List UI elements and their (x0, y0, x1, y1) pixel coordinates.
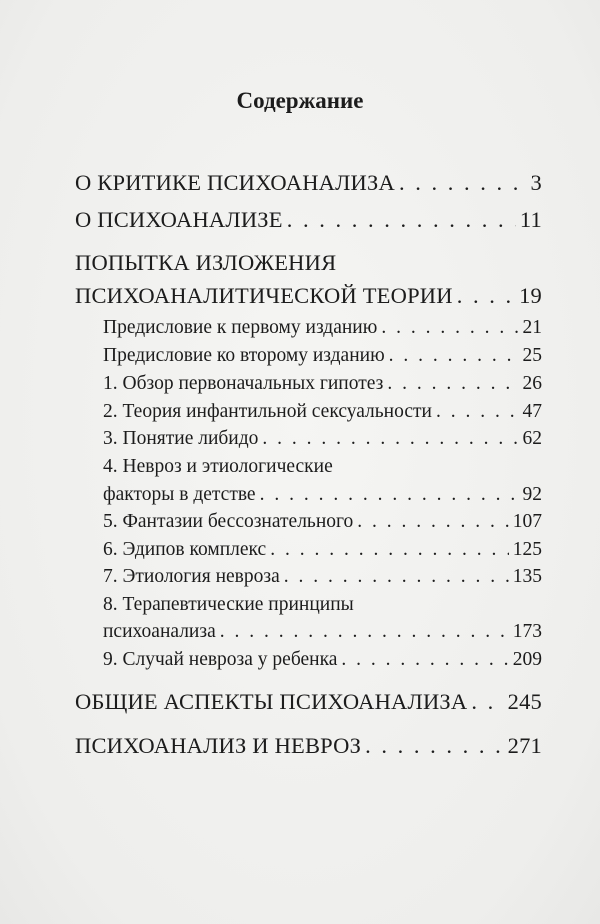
toc-entry[interactable]: 9. Случай невроза у ребенка 209 (103, 648, 542, 672)
toc-entry[interactable]: ПСИХОАНАЛИТИЧЕСКОЙ ТЕОРИИ 19 (75, 282, 542, 310)
toc-entry[interactable]: 3. Понятие либидо 62 (103, 427, 542, 451)
entry-title: 9. Случай невроза у ребенка (103, 649, 338, 670)
page-number: 125 (512, 539, 542, 560)
toc-entry-line[interactable]: 8. Терапевтические принципы (103, 593, 542, 617)
entry-title: ПСИХОАНАЛИЗ И НЕВРОЗ (75, 733, 362, 758)
entry-title: 1. Обзор первоначальных гипотез (103, 373, 384, 394)
page-number: 47 (522, 401, 543, 422)
dot-leader (262, 427, 518, 451)
dot-leader (399, 169, 527, 197)
entry-title: ПОПЫТКА ИЗЛОЖЕНИЯ (75, 250, 337, 275)
page-number: 271 (507, 733, 542, 758)
toc-entry-line[interactable]: ПОПЫТКА ИЗЛОЖЕНИЯ (75, 249, 542, 277)
dot-leader (220, 620, 509, 644)
entry-title: 8. Терапевтические принципы (103, 594, 354, 615)
dot-leader (471, 688, 503, 716)
dot-leader (436, 400, 519, 424)
page-number: 3 (530, 170, 542, 195)
entry-title: факторы в детстве (103, 484, 256, 505)
toc-entry[interactable]: 5. Фантазии бессознательного 107 (103, 510, 542, 534)
dot-leader (457, 282, 515, 310)
page-number: 209 (512, 649, 542, 670)
page-number: 173 (512, 621, 542, 642)
entry-title: психоанализа (103, 621, 216, 642)
entry-title: 4. Невроз и этиологические (103, 456, 333, 477)
entry-title: 6. Эдипов комплекс (103, 539, 267, 560)
entry-title: Предисловие ко второму изданию (103, 345, 385, 366)
dot-leader (381, 316, 518, 340)
entry-title: Предисловие к первому изданию (103, 317, 378, 338)
dot-leader (389, 344, 519, 368)
toc-entry[interactable]: 6. Эдипов комплекс 125 (103, 538, 542, 562)
toc-entry[interactable]: Предисловие ко второму изданию 25 (103, 344, 542, 368)
page-number: 11 (519, 207, 542, 232)
page-number: 92 (522, 484, 543, 505)
toc-entry-line[interactable]: 4. Невроз и этиологические (103, 455, 542, 479)
page-title: Содержание (236, 88, 364, 113)
entry-title: О КРИТИКЕ ПСИХОАНАЛИЗА (75, 170, 395, 195)
entry-title: 2. Теория инфантильной сексуальности (103, 401, 432, 422)
dot-leader (287, 206, 516, 234)
page-number: 135 (512, 566, 542, 587)
entry-title: 3. Понятие либидо (103, 428, 259, 449)
dot-leader (387, 372, 518, 396)
toc-entry[interactable]: психоанализа 173 (103, 620, 542, 644)
entry-title: ПСИХОАНАЛИТИЧЕСКОЙ ТЕОРИИ (75, 283, 453, 308)
page-number: 26 (522, 373, 543, 394)
page-number: 25 (522, 345, 543, 366)
toc-entry[interactable]: Предисловие к первому изданию 21 (103, 316, 542, 340)
toc-entry[interactable]: ОБЩИЕ АСПЕКТЫ ПСИХОАНАЛИЗА 245 (75, 688, 542, 716)
entry-title: 7. Этиология невроза (103, 566, 280, 587)
page-number: 62 (522, 428, 543, 449)
dot-leader (260, 483, 519, 507)
dot-leader (284, 565, 509, 589)
page-number: 19 (519, 283, 542, 308)
dot-leader (270, 538, 509, 562)
page-number: 21 (522, 317, 543, 338)
toc-entry[interactable]: ПСИХОАНАЛИЗ И НЕВРОЗ 271 (75, 732, 542, 760)
dot-leader (365, 732, 504, 760)
entry-title: 5. Фантазии бессознательного (103, 511, 354, 532)
dot-leader (357, 510, 508, 534)
toc-entry[interactable]: факторы в детстве 92 (103, 483, 542, 507)
toc-entry[interactable]: 7. Этиология невроза 135 (103, 565, 542, 589)
entry-title: ОБЩИЕ АСПЕКТЫ ПСИХОАНАЛИЗА (75, 689, 468, 714)
toc-entry[interactable]: 2. Теория инфантильной сексуальности 47 (103, 400, 542, 424)
toc-entry[interactable]: О КРИТИКЕ ПСИХОАНАЛИЗА 3 (75, 169, 542, 197)
entry-title: О ПСИХОАНАЛИЗЕ (75, 207, 283, 232)
toc-entry[interactable]: О ПСИХОАНАЛИЗЕ 11 (75, 206, 542, 234)
toc-entry[interactable]: 1. Обзор первоначальных гипотез 26 (103, 372, 542, 396)
page-number: 245 (507, 689, 542, 714)
dot-leader (341, 648, 508, 672)
page-number: 107 (512, 511, 542, 532)
